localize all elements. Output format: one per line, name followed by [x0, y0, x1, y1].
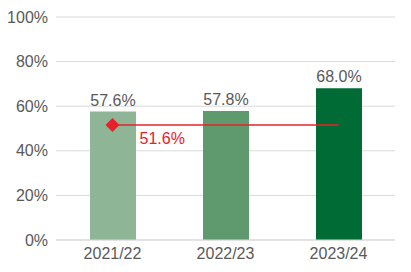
- svg-text:2022/23: 2022/23: [197, 245, 255, 262]
- svg-text:60%: 60%: [16, 98, 48, 115]
- svg-text:100%: 100%: [7, 9, 48, 26]
- svg-text:0%: 0%: [25, 232, 48, 249]
- svg-text:80%: 80%: [16, 53, 48, 70]
- svg-text:2021/22: 2021/22: [84, 245, 142, 262]
- svg-text:68.0%: 68.0%: [316, 68, 361, 85]
- svg-text:57.8%: 57.8%: [203, 91, 248, 108]
- svg-text:2023/24: 2023/24: [310, 245, 368, 262]
- svg-text:20%: 20%: [16, 187, 48, 204]
- svg-text:57.6%: 57.6%: [90, 92, 135, 109]
- svg-text:51.6%: 51.6%: [140, 130, 185, 147]
- svg-text:40%: 40%: [16, 142, 48, 159]
